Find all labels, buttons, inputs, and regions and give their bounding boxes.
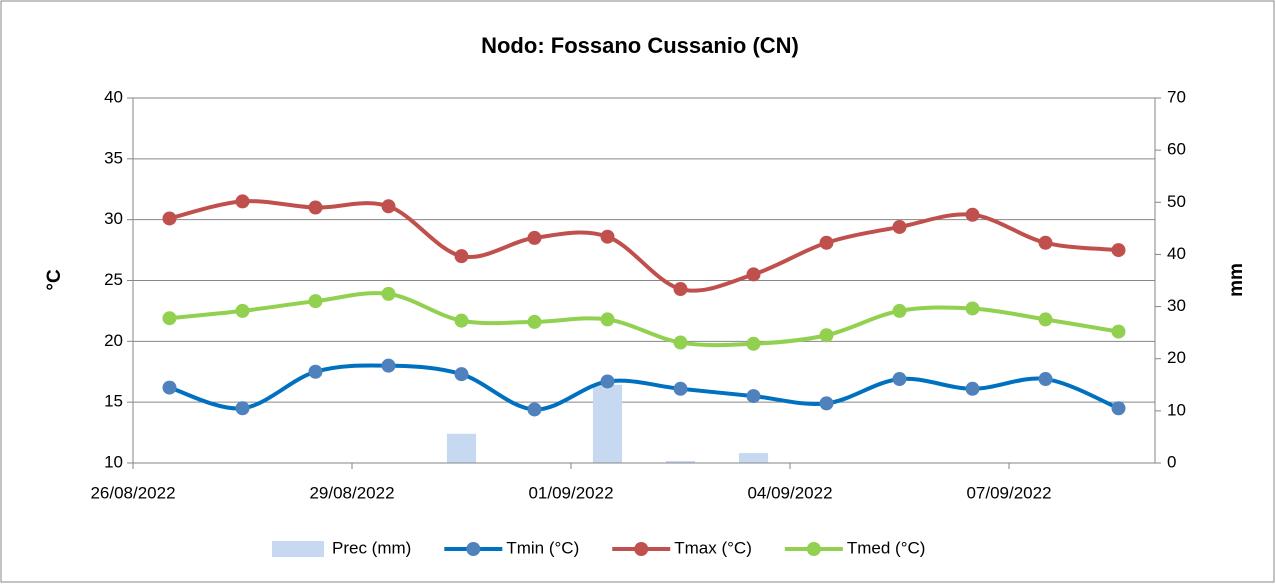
y-tick-label: 15 [104, 392, 123, 411]
marker [454, 313, 469, 328]
x-tick-label: 01/09/2022 [528, 483, 613, 502]
marker [1038, 235, 1053, 250]
legend-label: Prec (mm) [332, 538, 411, 557]
marker [381, 358, 396, 373]
y2-tick-label: 30 [1167, 296, 1186, 315]
marker [965, 207, 980, 222]
legend-swatch [806, 542, 821, 556]
marker [527, 402, 542, 417]
marker [746, 336, 761, 351]
legend-swatch [634, 542, 649, 556]
marker [673, 381, 688, 396]
y-tick-label: 30 [104, 209, 123, 228]
y-tick-label: 10 [104, 452, 123, 471]
marker [965, 301, 980, 316]
x-tick-label: 29/08/2022 [309, 483, 394, 502]
marker [162, 311, 177, 326]
legend-swatch [466, 542, 481, 556]
bar [446, 433, 477, 463]
marker [381, 286, 396, 301]
marker [235, 401, 250, 416]
y-axis-title: °C [44, 269, 65, 291]
y-tick-label: 35 [104, 148, 123, 167]
marker [1111, 401, 1126, 416]
legend-label: Tmed (°C) [847, 538, 926, 557]
marker [308, 294, 323, 309]
marker [892, 372, 907, 387]
marker [1038, 312, 1053, 327]
marker [162, 380, 177, 395]
marker [308, 200, 323, 215]
marker [527, 230, 542, 245]
marker [819, 235, 834, 250]
legend-label: Tmin (°C) [506, 538, 579, 557]
x-tick-label: 07/09/2022 [966, 483, 1051, 502]
marker [600, 229, 615, 244]
marker [235, 303, 250, 318]
bar [738, 453, 769, 463]
y2-axis-title: mm [1226, 263, 1247, 297]
marker [600, 374, 615, 389]
y-tick-label: 40 [104, 87, 123, 106]
marker [746, 389, 761, 404]
marker [892, 219, 907, 234]
line [169, 199, 1119, 293]
bar [592, 384, 623, 463]
x-tick-label: 26/08/2022 [90, 483, 175, 502]
marker [454, 367, 469, 382]
y2-tick-label: 20 [1167, 348, 1186, 367]
y-tick-label: 20 [104, 331, 123, 350]
y2-tick-label: 60 [1167, 140, 1186, 159]
marker [454, 249, 469, 264]
marker [1111, 324, 1126, 339]
marker [235, 194, 250, 209]
marker [1038, 372, 1053, 387]
y2-tick-label: 70 [1167, 87, 1186, 106]
marker [381, 199, 396, 214]
legend-swatch [272, 541, 324, 557]
y2-tick-label: 10 [1167, 400, 1186, 419]
chart-title: Nodo: Fossano Cussanio (CN) [481, 33, 799, 58]
marker [673, 335, 688, 350]
marker [965, 381, 980, 396]
marker [527, 314, 542, 329]
legend-label: Tmax (°C) [674, 538, 752, 557]
marker [673, 282, 688, 297]
x-tick-label: 04/09/2022 [747, 483, 832, 502]
marker [746, 267, 761, 282]
marker [819, 328, 834, 343]
marker [1111, 243, 1126, 258]
marker [600, 312, 615, 327]
marker [162, 211, 177, 226]
y2-tick-label: 0 [1167, 452, 1176, 471]
y-tick-label: 25 [104, 270, 123, 289]
marker [308, 364, 323, 379]
y2-tick-label: 40 [1167, 244, 1186, 263]
y2-tick-label: 50 [1167, 192, 1186, 211]
bar [665, 460, 696, 463]
marker [819, 396, 834, 411]
marker [892, 303, 907, 318]
